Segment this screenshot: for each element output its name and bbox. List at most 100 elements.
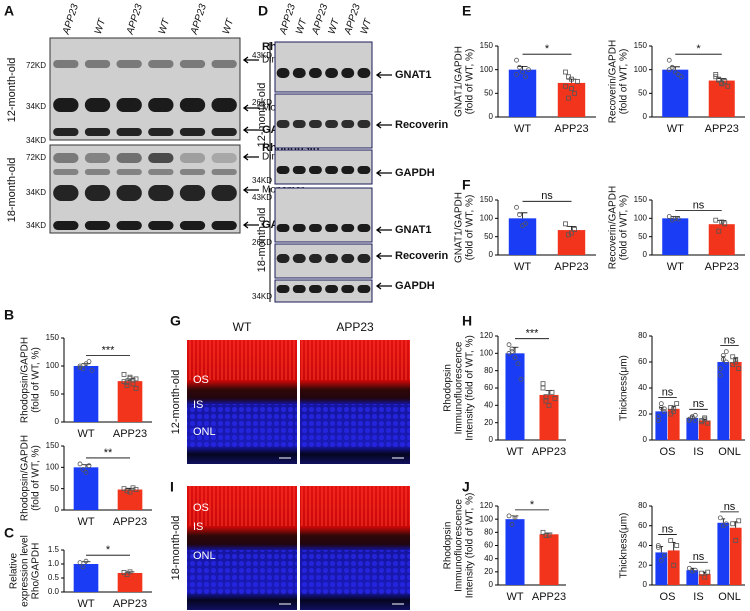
data-point xyxy=(723,521,729,527)
data-point xyxy=(523,74,528,80)
blot-band xyxy=(116,185,142,201)
y-axis-label: (fold of WT, %) xyxy=(31,445,42,511)
data-point xyxy=(720,356,726,362)
blot-band xyxy=(276,68,290,78)
blot-band xyxy=(84,221,111,230)
blot-band xyxy=(84,98,111,112)
data-point xyxy=(671,562,677,568)
y-tick-label: 100 xyxy=(480,348,494,357)
y-tick-label: 100 xyxy=(46,462,60,471)
significance-label: *** xyxy=(526,328,540,340)
data-point xyxy=(671,408,677,414)
data-point xyxy=(702,415,708,421)
data-point xyxy=(124,572,130,578)
bar xyxy=(117,572,143,592)
x-tick-label: WT xyxy=(506,591,523,603)
y-axis-label: Thickness(μm) xyxy=(619,513,630,579)
column-header: APP23 xyxy=(336,320,374,334)
error-bar xyxy=(670,66,680,70)
y-tick-label: 0 xyxy=(55,505,60,514)
bar xyxy=(557,230,586,255)
data-point xyxy=(722,221,728,227)
data-point xyxy=(736,366,742,371)
data-point xyxy=(725,83,731,89)
error-bar xyxy=(717,78,727,81)
y-tick-label: 120 xyxy=(480,501,494,510)
data-point xyxy=(666,214,672,219)
data-point xyxy=(127,569,133,575)
data-point xyxy=(569,76,574,82)
data-point xyxy=(575,79,580,84)
data-point xyxy=(80,366,86,372)
bar xyxy=(686,570,699,585)
age-label: 18-month-old xyxy=(6,158,18,223)
y-tick-label: 0 xyxy=(489,250,494,259)
y-tick-label: 50 xyxy=(638,232,647,241)
bar xyxy=(508,218,537,255)
x-tick-label: IS xyxy=(693,591,703,603)
marker-label: 26KD xyxy=(252,98,272,107)
blot-band xyxy=(341,224,355,232)
data-point xyxy=(543,398,549,404)
data-point xyxy=(563,221,568,227)
data-point xyxy=(678,74,684,80)
blot-band xyxy=(53,185,79,201)
blot-band xyxy=(292,166,306,174)
data-point xyxy=(523,221,528,227)
x-tick-label: WT xyxy=(77,428,94,440)
bar xyxy=(655,552,668,585)
data-point xyxy=(569,86,574,91)
marker-label: 72KD xyxy=(26,153,46,162)
blot-band xyxy=(325,68,339,78)
micrograph-nuclei xyxy=(187,404,297,448)
y-tick-label: 1.0 xyxy=(48,559,60,568)
data-point xyxy=(509,346,515,352)
y-tick-label: 150 xyxy=(634,41,648,50)
significance-label: ns xyxy=(724,501,736,513)
marker-label: 34KD xyxy=(26,136,46,145)
blot-band xyxy=(308,68,322,78)
x-tick-label: APP23 xyxy=(113,428,147,440)
bar xyxy=(667,550,680,585)
arrow xyxy=(375,121,392,129)
data-point xyxy=(563,69,568,75)
data-point xyxy=(658,557,664,563)
y-tick-label: 0 xyxy=(489,580,494,589)
blot xyxy=(274,279,373,303)
data-point xyxy=(540,385,546,391)
x-tick-label: APP23 xyxy=(532,446,566,458)
data-point xyxy=(675,72,681,77)
y-axis-label: GNAT1/GAPDH xyxy=(454,46,465,117)
y-tick-label: 50 xyxy=(50,389,59,398)
data-point xyxy=(569,230,574,236)
data-point xyxy=(506,342,512,348)
data-point xyxy=(666,57,672,63)
blot-band xyxy=(148,185,174,201)
blot-band xyxy=(179,169,206,175)
data-point xyxy=(661,406,667,412)
y-tick-label: 80 xyxy=(484,366,493,375)
blot-band xyxy=(53,169,79,175)
y-tick-label: 60 xyxy=(484,541,493,550)
data-point xyxy=(552,395,558,401)
significance-label: * xyxy=(545,43,550,55)
blot-band xyxy=(84,153,111,163)
data-point xyxy=(733,356,739,362)
data-point xyxy=(672,215,678,221)
blot-band xyxy=(53,221,79,230)
error-bar xyxy=(511,515,519,520)
data-point xyxy=(515,361,521,367)
bar xyxy=(539,534,559,585)
arrow xyxy=(375,169,392,177)
bar xyxy=(557,82,586,117)
blot-band xyxy=(179,185,206,201)
data-point xyxy=(658,401,664,407)
error-bar xyxy=(566,226,577,231)
blot-band xyxy=(179,153,206,163)
layer-label: OS xyxy=(193,374,209,386)
y-tick-label: 50 xyxy=(50,484,59,493)
bar xyxy=(662,218,689,255)
x-tick-label: WT xyxy=(514,261,531,273)
blot-band xyxy=(292,285,306,293)
y-tick-label: 100 xyxy=(634,65,648,74)
